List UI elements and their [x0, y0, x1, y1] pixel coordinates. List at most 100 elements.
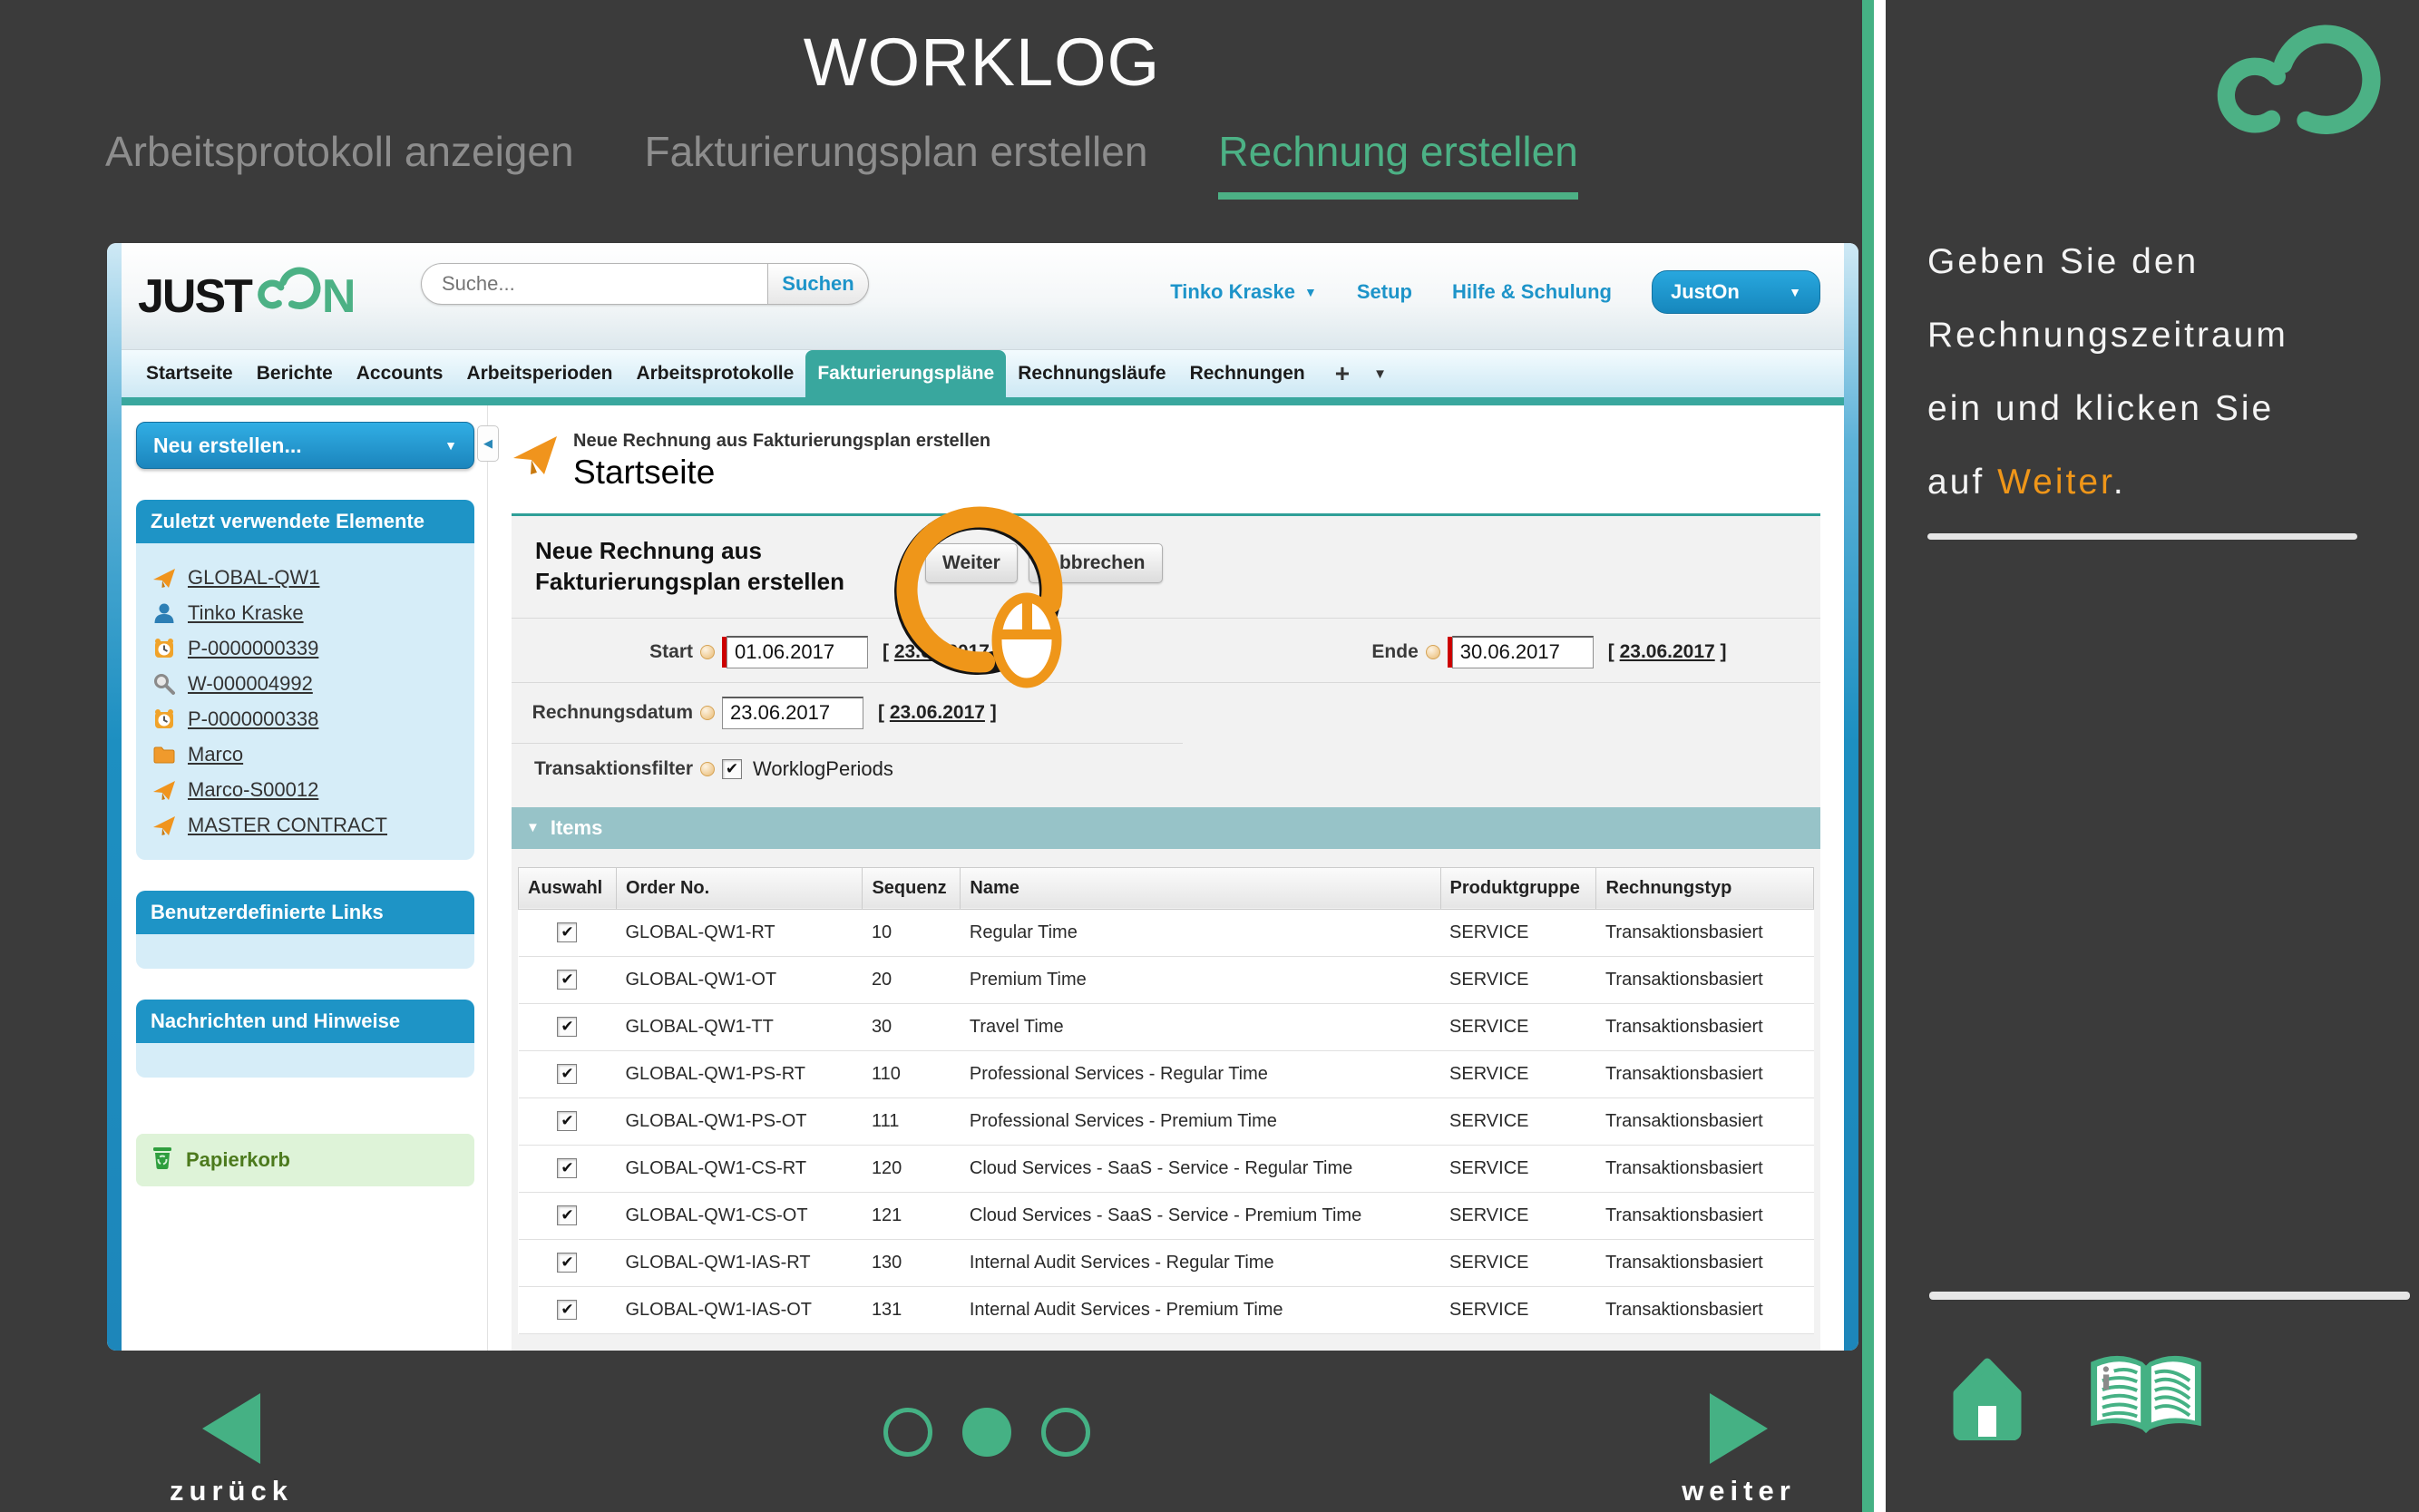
- cell-sequenz: 30: [862, 1003, 961, 1051]
- rechnungsdatum-input[interactable]: [722, 696, 863, 729]
- window-right-edge: [1844, 243, 1858, 1351]
- recent-item-link[interactable]: Tinko Kraske: [188, 601, 304, 624]
- help-icon[interactable]: [1425, 644, 1440, 659]
- check-icon: ✔: [561, 1206, 574, 1224]
- app-tab-4[interactable]: Arbeitsperioden: [466, 363, 613, 384]
- pagination-dot-2[interactable]: [962, 1408, 1011, 1457]
- recent-item-link[interactable]: GLOBAL-QW1: [188, 566, 320, 589]
- add-tab-icon[interactable]: +: [1334, 359, 1351, 387]
- trash-icon: [151, 1145, 174, 1175]
- cell-sequenz: 110: [862, 1050, 961, 1098]
- recycle-bin[interactable]: Papierkorb: [136, 1134, 474, 1186]
- check-icon: ✔: [561, 1253, 574, 1272]
- row-checkbox[interactable]: ✔: [557, 970, 578, 990]
- recent-item-link[interactable]: W-000004992: [188, 672, 313, 695]
- cell-name: Professional Services - Regular Time: [960, 1050, 1441, 1098]
- weiter-button[interactable]: Weiter: [925, 543, 1018, 583]
- cell-produktgruppe: SERVICE: [1440, 956, 1596, 1004]
- tabs-caret-icon[interactable]: ▼: [1373, 366, 1387, 382]
- nav-back-button[interactable]: zurück: [154, 1393, 308, 1507]
- nav-next-button[interactable]: weiter: [1662, 1393, 1816, 1507]
- items-section-header[interactable]: ▼ Items: [512, 806, 1820, 849]
- table-row: ✔ GLOBAL-QW1-PS-OT 111 Professional Service…: [518, 1097, 1814, 1146]
- cell-sequenz: 130: [862, 1239, 961, 1287]
- app-menu-button[interactable]: JustOn ▼: [1652, 270, 1820, 314]
- cell-produktgruppe: SERVICE: [1440, 1192, 1596, 1240]
- recent-item-link[interactable]: MASTER CONTRACT: [188, 814, 387, 836]
- row-checkbox[interactable]: ✔: [557, 1253, 578, 1273]
- cell-produktgruppe: SERVICE: [1440, 1003, 1596, 1051]
- book-icon[interactable]: [2083, 1348, 2209, 1445]
- cell-rechnungstyp: Transaktionsbasiert: [1595, 1145, 1814, 1193]
- items-table-body: ✔ GLOBAL-QW1-RT 10 Regular Time SERVICE Trans…: [518, 909, 1814, 1334]
- recent-item: Marco: [152, 743, 458, 766]
- row-checkbox[interactable]: ✔: [557, 1158, 578, 1179]
- step-tab-1[interactable]: Arbeitsprotokoll anzeigen: [105, 128, 574, 175]
- app-tab-6[interactable]: Fakturierungspläne: [805, 350, 1007, 397]
- recent-item-link[interactable]: Marco: [188, 743, 244, 766]
- app-tab-2[interactable]: Berichte: [256, 363, 333, 384]
- cell-name: Cloud Services - SaaS - Service - Regula…: [960, 1145, 1441, 1193]
- row-checkbox[interactable]: ✔: [557, 1300, 578, 1321]
- check-icon: ✔: [561, 1159, 574, 1177]
- step-tab-3[interactable]: Rechnung erstellen: [1218, 127, 1578, 200]
- instruction-line: Geben Sie den: [1927, 242, 2200, 281]
- contract-icon: [152, 566, 176, 590]
- field-rechnungsdatum: Rechnungsdatum [ 23.06.2017 ]: [512, 696, 997, 729]
- search-button[interactable]: Suchen: [767, 263, 869, 305]
- user-menu[interactable]: Tinko Kraske ▼: [1170, 280, 1317, 304]
- row-checkbox[interactable]: ✔: [557, 1111, 578, 1132]
- column-header: Sequenz: [862, 866, 961, 910]
- ende-date-hint[interactable]: [ 23.06.2017 ]: [1607, 640, 1727, 662]
- right-panel: Geben Sie den Rechnungszeitraum ein und kl…: [1886, 0, 2419, 1512]
- cell-order-no: GLOBAL-QW1-OT: [616, 956, 863, 1004]
- search-input[interactable]: [421, 263, 767, 305]
- ende-input[interactable]: [1451, 635, 1594, 668]
- row-checkbox[interactable]: ✔: [557, 1017, 578, 1038]
- app-main: Neue Rechnung aus Fakturierungsplan erst…: [487, 405, 1844, 1351]
- new-record-label: Neu erstellen...: [153, 433, 302, 457]
- instruction-highlight: Weiter: [1997, 463, 2113, 502]
- cloud-logo-icon: [2204, 24, 2390, 151]
- home-icon[interactable]: [1949, 1351, 2025, 1445]
- instruction-line: ein und klicken Sie: [1927, 389, 2275, 428]
- recent-item-link[interactable]: P-0000000338: [188, 707, 319, 730]
- app-tab-7[interactable]: Rechnungsläufe: [1018, 363, 1166, 384]
- app-tab-5[interactable]: Arbeitsprotokolle: [636, 363, 795, 384]
- transaktionsfilter-label: Transaktionsfilter: [533, 757, 693, 779]
- table-row: ✔ GLOBAL-QW1-OT 20 Premium Time SERVICE Trans…: [518, 956, 1814, 1004]
- worklogperiods-checkbox[interactable]: ✔: [722, 758, 742, 779]
- cell-produktgruppe: SERVICE: [1440, 1286, 1596, 1334]
- help-icon[interactable]: [700, 705, 715, 720]
- new-record-button[interactable]: Neu erstellen... ▼: [136, 422, 474, 469]
- worklogperiods-label: WorklogPeriods: [753, 756, 893, 780]
- help-icon[interactable]: [700, 644, 715, 659]
- sidebar-collapse-handle[interactable]: ◀: [477, 425, 499, 462]
- instruction-line: Rechnungszeitraum: [1927, 316, 2288, 355]
- setup-link[interactable]: Setup: [1356, 280, 1412, 303]
- custom-links-body: [136, 934, 474, 969]
- recent-item-link[interactable]: Marco-S00012: [188, 778, 319, 801]
- juston-logo: JUST N: [138, 265, 356, 327]
- pagination-dot-1[interactable]: [883, 1408, 932, 1457]
- app-tab-8[interactable]: Rechnungen: [1189, 363, 1305, 384]
- step-tab-2[interactable]: Fakturierungsplan erstellen: [644, 128, 1148, 175]
- recent-item: P-0000000338: [152, 707, 458, 731]
- row-checkbox[interactable]: ✔: [557, 922, 578, 943]
- app-tab-1[interactable]: Startseite: [146, 363, 233, 384]
- app-window: JUST N Suchen Tinko Kraske: [107, 243, 1858, 1351]
- pagination-dot-3[interactable]: [1041, 1408, 1090, 1457]
- help-icon[interactable]: [700, 761, 715, 776]
- app-sidebar: Neu erstellen... ▼ ◀ Zuletzt verwendete …: [122, 405, 499, 1351]
- items-section-title: Items: [550, 815, 603, 839]
- app-tab-3[interactable]: Accounts: [356, 363, 444, 384]
- start-input[interactable]: [727, 635, 868, 668]
- row-checkbox[interactable]: ✔: [557, 1064, 578, 1085]
- help-link[interactable]: Hilfe & Schulung: [1452, 280, 1612, 303]
- rechnungsdatum-date-hint[interactable]: [ 23.06.2017 ]: [878, 701, 997, 723]
- row-checkbox[interactable]: ✔: [557, 1205, 578, 1226]
- chevron-down-icon: ▼: [1789, 285, 1801, 299]
- recent-item-link[interactable]: P-0000000339: [188, 637, 319, 659]
- content-panel: Neue Rechnung aus Fakturierungsplan erst…: [512, 513, 1820, 1351]
- cell-sequenz: 111: [862, 1097, 961, 1146]
